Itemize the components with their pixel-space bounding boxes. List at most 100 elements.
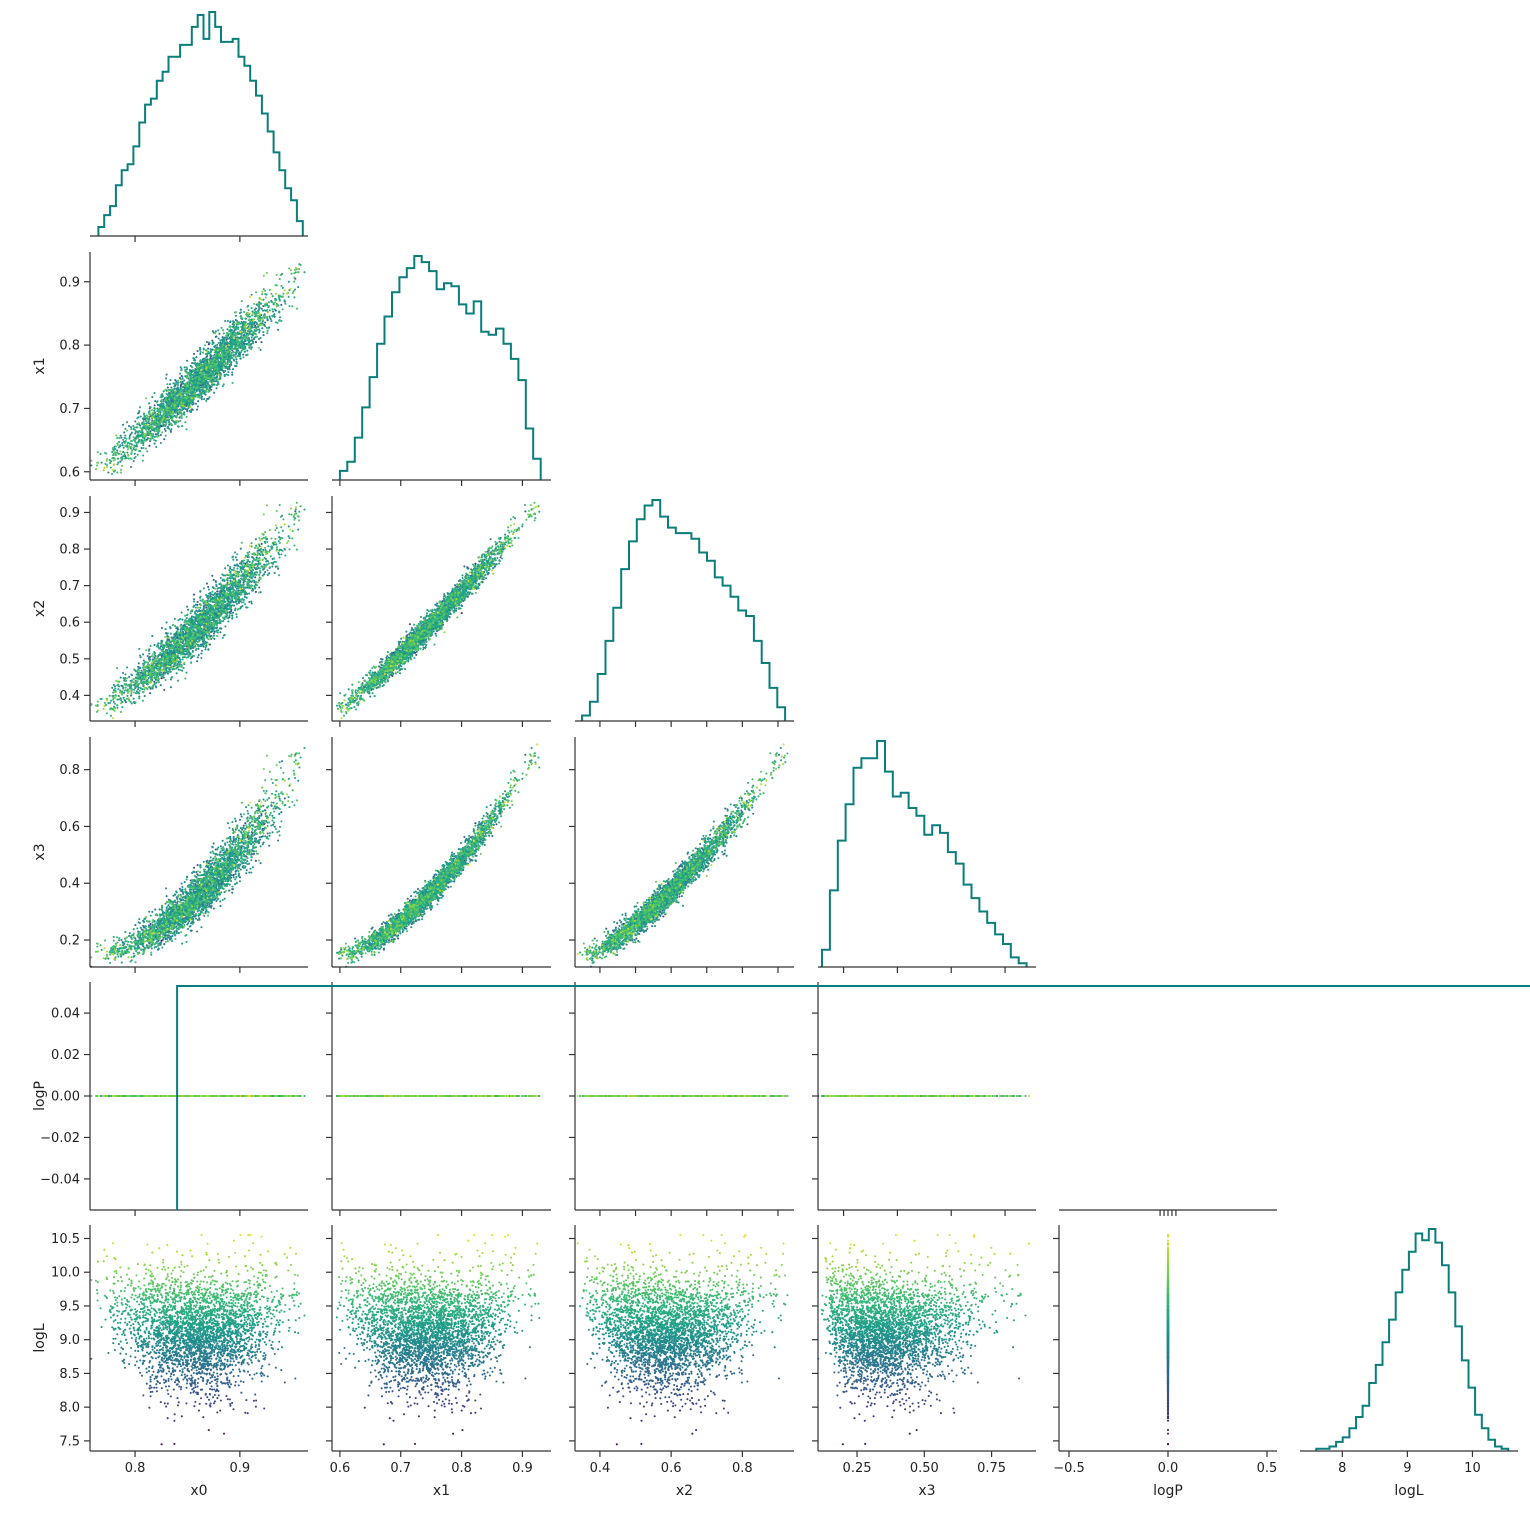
scatter-point bbox=[165, 377, 167, 379]
scatter-point bbox=[124, 435, 126, 437]
scatter-point bbox=[142, 454, 144, 456]
scatter-point bbox=[241, 343, 243, 345]
scatter-point bbox=[154, 443, 156, 445]
scatter-point bbox=[210, 389, 212, 391]
scatter-point bbox=[126, 452, 128, 454]
scatter-point bbox=[157, 407, 159, 409]
panel-x1-vs-x0 bbox=[84, 252, 308, 486]
scatter-point bbox=[138, 410, 140, 412]
scatter-point bbox=[122, 424, 124, 426]
scatter-point bbox=[160, 442, 162, 444]
scatter-point bbox=[251, 322, 253, 324]
scatter-point bbox=[174, 385, 176, 387]
scatter-point bbox=[160, 434, 162, 436]
scatter-point bbox=[201, 389, 203, 391]
scatter-point bbox=[240, 311, 242, 313]
scatter-point bbox=[180, 366, 182, 368]
scatter-point bbox=[234, 354, 236, 356]
scatter-point bbox=[196, 409, 198, 411]
scatter-point bbox=[259, 330, 261, 332]
scatter-point bbox=[154, 404, 156, 406]
scatter-point bbox=[255, 321, 257, 323]
scatter-point bbox=[177, 425, 179, 427]
scatter-point bbox=[168, 400, 170, 402]
scatter-point bbox=[217, 329, 219, 331]
scatter-point bbox=[208, 396, 210, 398]
scatter-point bbox=[124, 428, 126, 430]
scatter-point bbox=[216, 375, 218, 377]
scatter-point bbox=[139, 435, 141, 437]
scatter-point bbox=[202, 360, 204, 362]
scatter-point bbox=[185, 408, 187, 410]
scatter-point bbox=[134, 432, 136, 434]
scatter-point bbox=[261, 308, 263, 310]
scatter-point bbox=[230, 329, 232, 331]
scatter-point bbox=[226, 366, 228, 368]
scatter-point bbox=[277, 329, 279, 331]
scatter-point bbox=[264, 293, 266, 295]
scatter-point bbox=[195, 403, 197, 405]
scatter-point bbox=[226, 328, 228, 330]
scatter-point bbox=[261, 327, 263, 329]
scatter-point bbox=[222, 385, 224, 387]
scatter-point bbox=[120, 435, 122, 437]
scatter-point bbox=[161, 393, 163, 395]
scatter-point bbox=[230, 364, 232, 366]
scatter-point bbox=[227, 338, 229, 340]
scatter-point bbox=[234, 351, 236, 353]
scatter-point bbox=[177, 409, 179, 411]
scatter-point bbox=[278, 311, 280, 313]
scatter-point bbox=[264, 309, 266, 311]
scatter-point bbox=[215, 335, 217, 337]
scatter-point bbox=[119, 444, 121, 446]
scatter-point bbox=[200, 351, 202, 353]
scatter-point bbox=[288, 281, 290, 283]
scatter-point bbox=[195, 356, 197, 358]
scatter-point bbox=[120, 437, 122, 439]
scatter-point bbox=[134, 420, 136, 422]
scatter-point bbox=[231, 371, 233, 373]
scatter-point bbox=[231, 374, 233, 376]
scatter-point bbox=[242, 354, 244, 356]
scatter-point bbox=[207, 348, 209, 350]
scatter-point bbox=[245, 318, 247, 320]
scatter-point bbox=[137, 412, 139, 414]
scatter-point bbox=[227, 320, 229, 322]
scatter-point bbox=[134, 453, 136, 455]
scatter-point bbox=[206, 381, 208, 383]
scatter-point bbox=[203, 386, 205, 388]
scatter-point bbox=[189, 410, 191, 412]
scatter-point bbox=[262, 331, 264, 333]
scatter-point bbox=[236, 337, 238, 339]
scatter-point bbox=[167, 387, 169, 389]
scatter-point bbox=[177, 382, 179, 384]
scatter-point bbox=[288, 296, 290, 298]
scatter-point bbox=[175, 380, 177, 382]
scatter-point bbox=[189, 370, 191, 372]
scatter-point bbox=[137, 454, 139, 456]
scatter-point bbox=[126, 421, 128, 423]
scatter-point bbox=[205, 400, 207, 402]
scatter-point bbox=[263, 334, 265, 336]
scatter-point bbox=[153, 392, 155, 394]
scatter-point bbox=[235, 315, 237, 317]
scatter-point bbox=[166, 374, 168, 376]
scatter-point bbox=[258, 338, 260, 340]
scatter-point bbox=[136, 444, 138, 446]
scatter-point bbox=[232, 368, 234, 370]
scatter-point bbox=[151, 396, 153, 398]
scatter-point bbox=[180, 384, 182, 386]
scatter-point bbox=[197, 405, 199, 407]
scatter-point bbox=[186, 366, 188, 368]
scatter-point bbox=[213, 392, 215, 394]
scatter-point bbox=[297, 286, 299, 288]
scatter-point bbox=[163, 438, 165, 440]
scatter-point bbox=[227, 371, 229, 373]
scatter-point bbox=[260, 349, 262, 351]
scatter-point bbox=[170, 386, 172, 388]
scatter-point bbox=[148, 402, 150, 404]
panel-x0-vs-x0 bbox=[90, 12, 308, 242]
scatter-point bbox=[117, 462, 119, 464]
scatter-point bbox=[181, 375, 183, 377]
scatter-point bbox=[199, 353, 201, 355]
